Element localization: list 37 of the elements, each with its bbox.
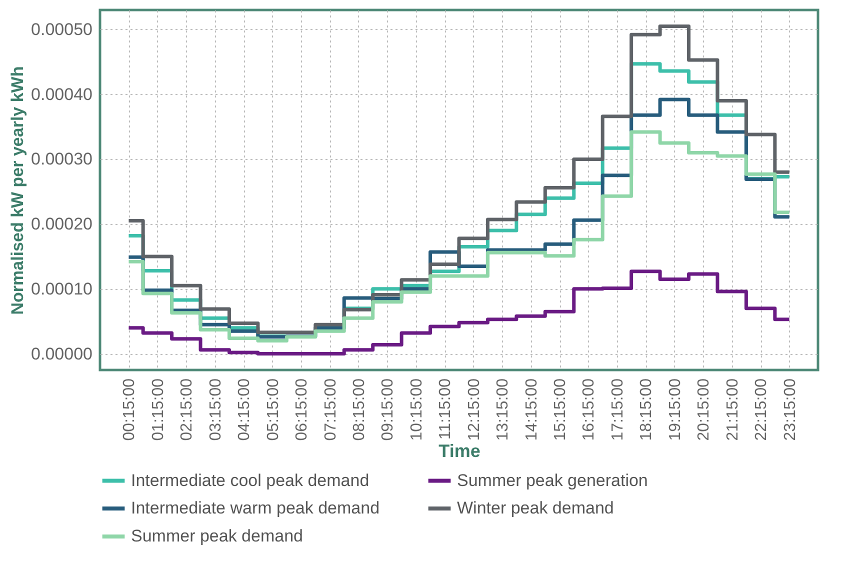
legend-label: Winter peak demand (457, 498, 614, 518)
x-tick-label: 03:15:00 (207, 378, 224, 441)
x-tick-label: 05:15:00 (264, 378, 282, 441)
x-tick-label: 00:15:00 (121, 378, 138, 441)
legend-label: Summer peak generation (457, 470, 648, 490)
legend-label: Intermediate cool peak demand (131, 470, 370, 490)
x-tick-label: 07:15:00 (322, 378, 340, 441)
x-tick-label: 06:15:00 (294, 378, 311, 441)
x-tick-label: 17:15:00 (609, 378, 626, 441)
y-tick-label: 0.00020 (31, 214, 92, 234)
x-tick-label: 14:15:00 (523, 378, 540, 441)
x-axis-title: Time (438, 440, 480, 461)
y-axis-title: Normalised kW per yearly kWh (8, 66, 28, 315)
y-tick-label: 0.00050 (31, 20, 92, 39)
legend-label: Summer peak demand (131, 526, 303, 546)
x-tick-label: 18:15:00 (638, 378, 656, 441)
x-tick-label: 20:15:00 (696, 378, 713, 441)
x-tick-label: 04:15:00 (236, 378, 254, 441)
legend-label: Intermediate warm peak demand (131, 498, 380, 518)
x-tick-label: 21:15:00 (724, 378, 742, 441)
x-tick-label: 10:15:00 (408, 378, 426, 441)
x-tick-label: 15:15:00 (552, 378, 570, 441)
x-tick-label: 01:15:00 (150, 378, 167, 441)
x-tick-label: 16:15:00 (580, 378, 598, 441)
x-tick-label: 19:15:00 (666, 378, 684, 441)
y-tick-label: 0.00000 (31, 344, 92, 364)
x-tick-label: 13:15:00 (494, 378, 512, 441)
x-tick-label: 12:15:00 (466, 378, 483, 441)
x-tick-label: 23:15:00 (782, 378, 799, 441)
x-tick-label: 09:15:00 (380, 378, 397, 441)
x-tick-label: 22:15:00 (753, 378, 770, 441)
x-tick-label: 11:15:00 (437, 378, 454, 440)
x-tick-label: 08:15:00 (350, 378, 368, 441)
y-tick-label: 0.00010 (31, 279, 92, 298)
y-tick-label: 0.00030 (31, 150, 92, 169)
x-tick-label: 02:15:00 (178, 378, 196, 441)
y-tick-label: 0.00040 (31, 84, 92, 104)
